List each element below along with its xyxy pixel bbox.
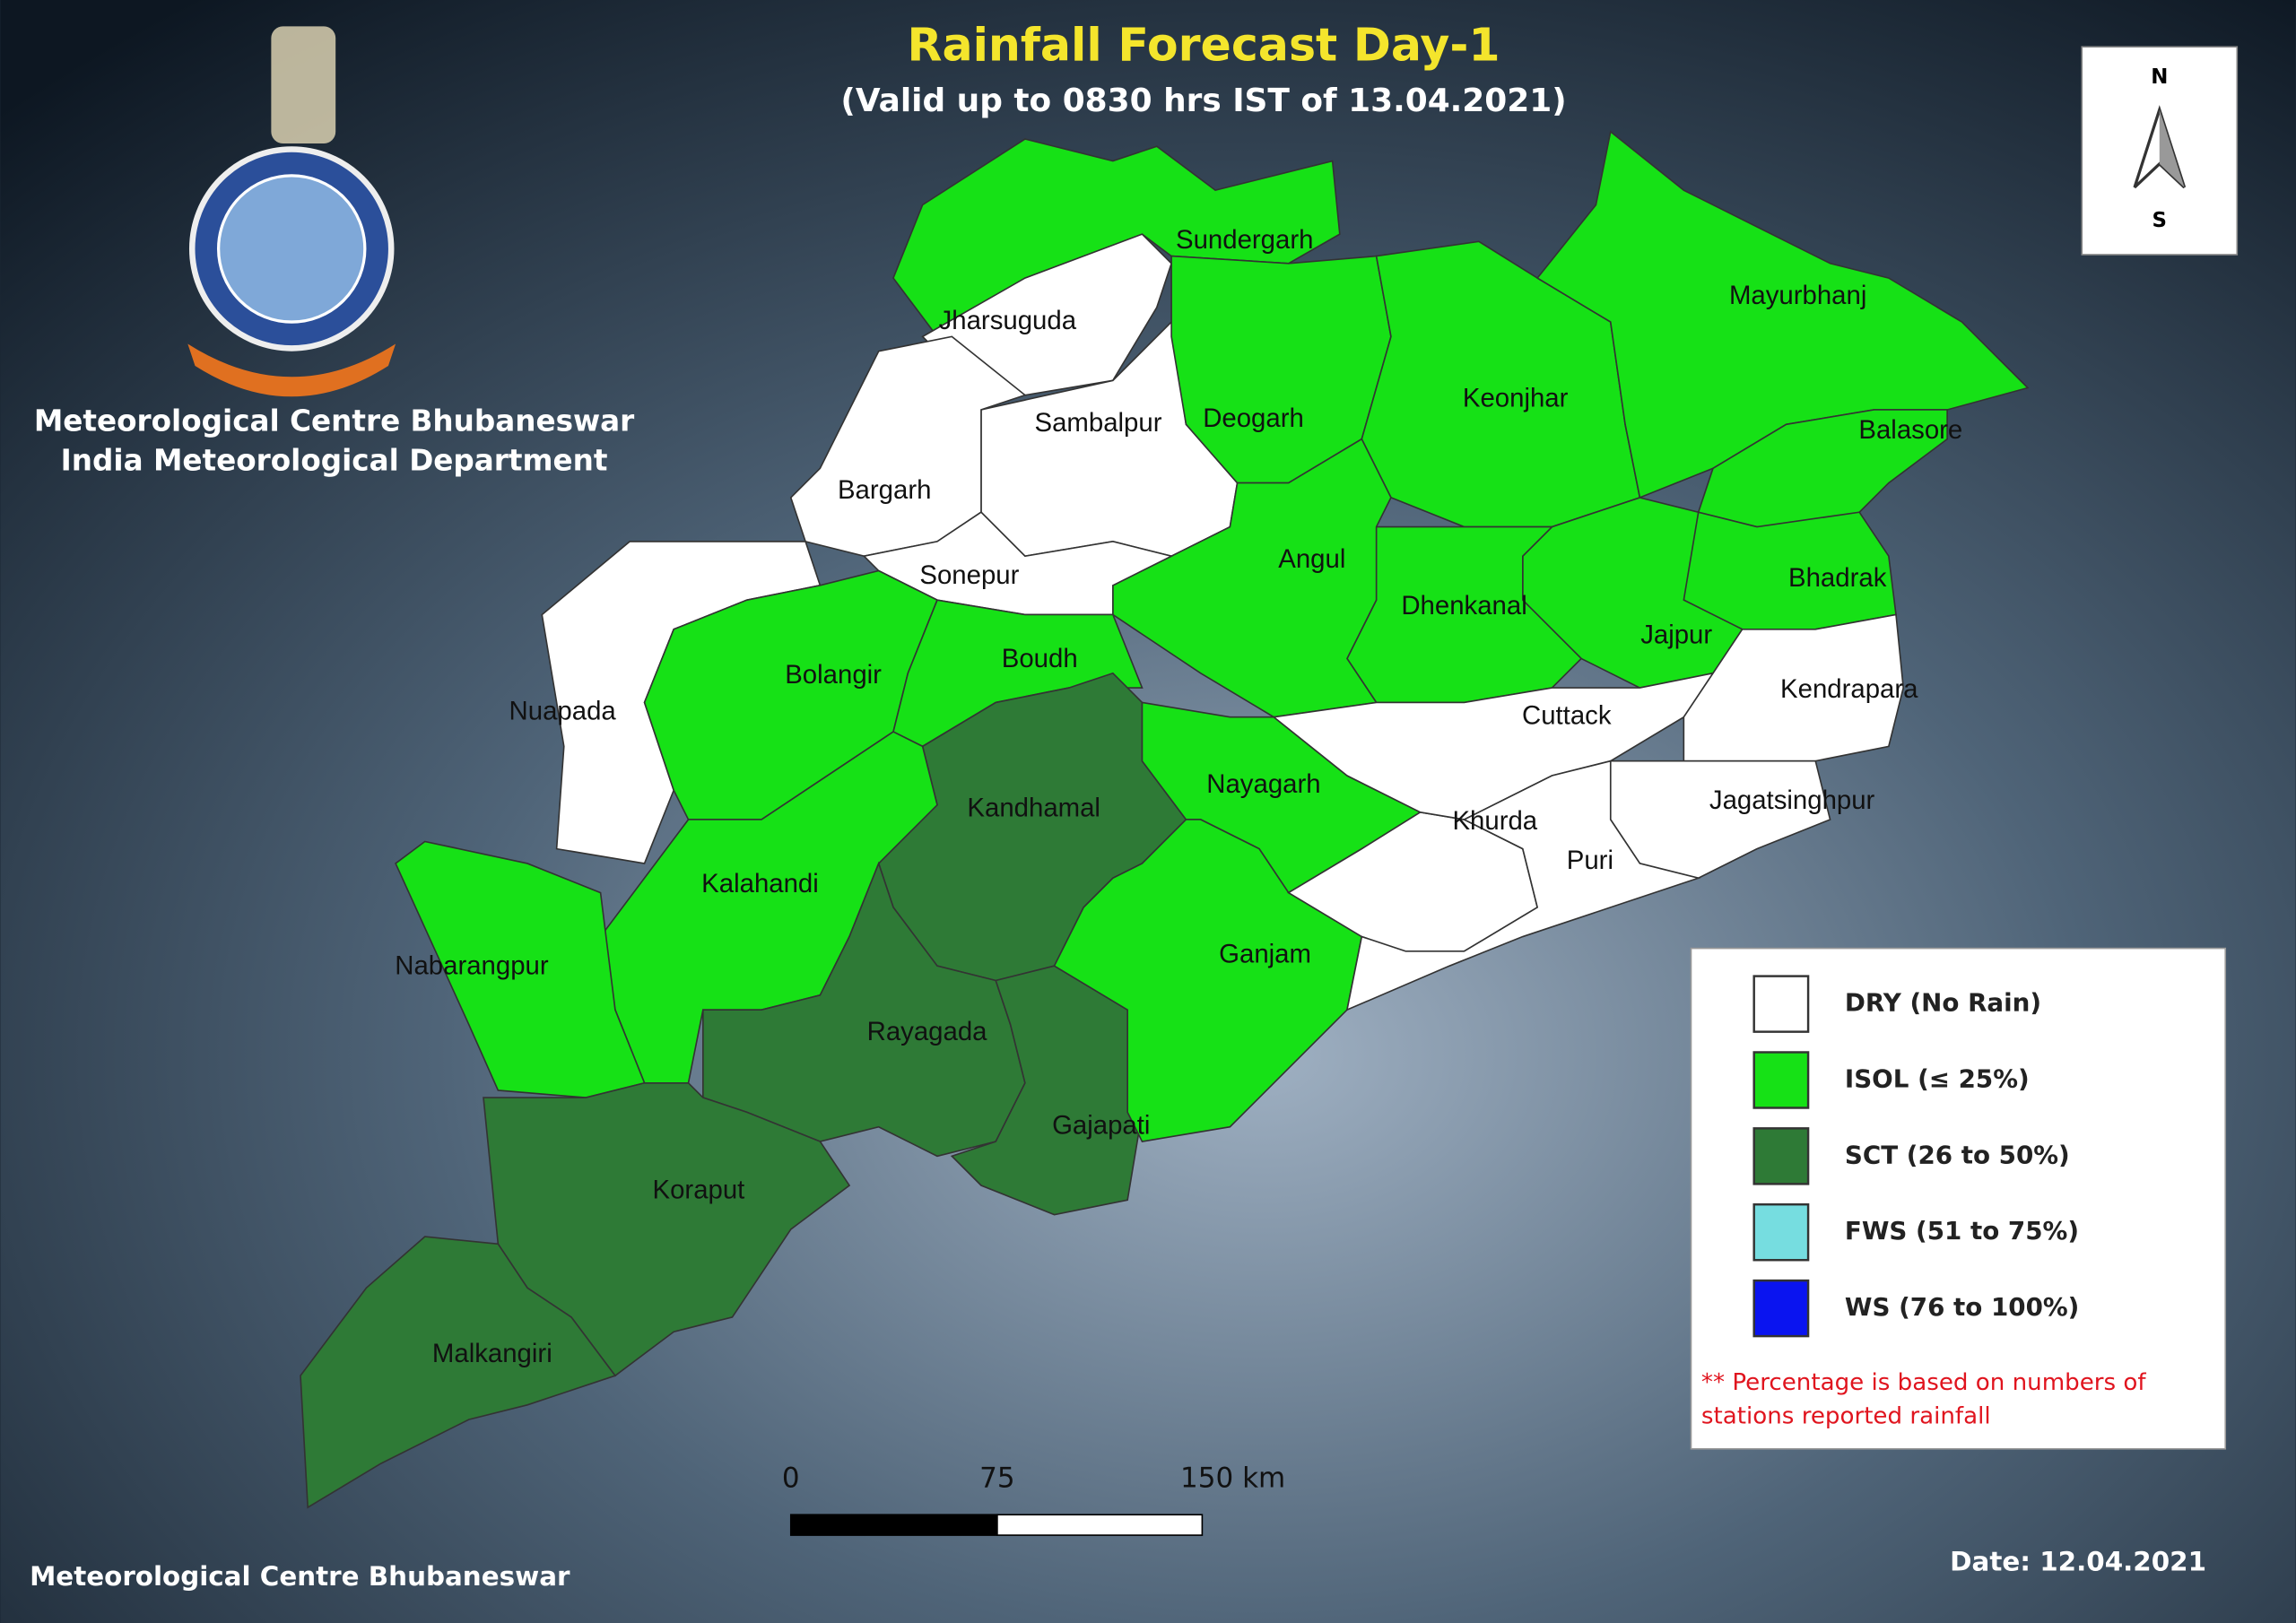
district-label: Gajapati xyxy=(1052,1110,1150,1140)
legend-note: stations reported rainfall xyxy=(1701,1402,1991,1429)
legend-label: FWS (51 to 75%) xyxy=(1845,1216,2079,1245)
district-label: Bhadrak xyxy=(1788,563,1887,593)
legend-swatch xyxy=(1752,1202,1810,1262)
north-label: N xyxy=(2151,65,2168,89)
district-label: Angul xyxy=(1278,544,1345,574)
scale-label: 150 km xyxy=(1180,1462,1285,1495)
north-arrow: N S xyxy=(2081,46,2239,256)
district-label: Balasore xyxy=(1858,415,1962,445)
legend-swatch xyxy=(1752,1127,1810,1185)
district-label: Boudh xyxy=(1002,644,1078,673)
district xyxy=(300,1236,617,1509)
district-label: Cuttack xyxy=(1522,700,1612,730)
title: Rainfall Forecast Day-1 xyxy=(907,18,1500,71)
district-label: Rayagada xyxy=(867,1017,988,1046)
district-label: Sundergarh xyxy=(1176,225,1313,255)
scale-label: 0 xyxy=(782,1462,800,1495)
emblem xyxy=(187,26,396,397)
district-label: Nayagarh xyxy=(1206,769,1320,799)
district-labels: Sundergarh Jharsuguda Sambalpur Deogarh Keon… xyxy=(395,225,1962,1368)
district xyxy=(1345,759,1701,1011)
district-label: Jagatsinghpur xyxy=(1709,785,1875,815)
district-label: Sambalpur xyxy=(1035,408,1162,438)
district xyxy=(395,840,646,1098)
footer-date: Date: 12.04.2021 xyxy=(1950,1547,2206,1577)
legend-swatch xyxy=(1752,1051,1810,1109)
district xyxy=(1683,613,1904,762)
org-name: Meteorological Centre Bhubaneswar xyxy=(34,404,634,438)
legend-swatch xyxy=(1752,975,1810,1033)
legend: DRY (No Rain) ISOL (≤ 25%) SCT (26 to 50%)… xyxy=(1690,947,2227,1450)
district-label: Kalahandi xyxy=(701,869,819,898)
district-label: Dhenkanal xyxy=(1401,591,1526,621)
district-label: Jajpur xyxy=(1640,621,1712,650)
legend-label: SCT (26 to 50%) xyxy=(1845,1140,2070,1169)
district-label: Bargarh xyxy=(838,475,931,505)
district-label: Kandhamal xyxy=(967,793,1100,822)
legend-swatch xyxy=(1752,1279,1810,1338)
district-label: Nabarangpur xyxy=(395,951,549,981)
org-department: India Meteorological Department xyxy=(61,444,608,478)
district-label: Khurda xyxy=(1452,806,1537,836)
legend-label: DRY (No Rain) xyxy=(1845,988,2041,1018)
district-label: Sonepur xyxy=(919,560,1019,590)
district-label: Keonjhar xyxy=(1463,383,1569,412)
district-label: Puri xyxy=(1567,846,1613,875)
subtitle: (Valid up to 0830 hrs IST of 13.04.2021) xyxy=(840,82,1566,119)
districts xyxy=(300,130,2030,1509)
scale-bar: 0 75 150 km xyxy=(782,1462,1285,1536)
district-label: Deogarh xyxy=(1203,404,1304,433)
district-label: Ganjam xyxy=(1219,940,1311,969)
district-label: Koraput xyxy=(653,1175,745,1204)
district-label: Bolangir xyxy=(785,660,882,690)
footer-org: Meteorological Centre Bhubaneswar xyxy=(30,1561,570,1592)
legend-note: ** Percentage is based on numbers of xyxy=(1701,1369,2146,1396)
legend-label: WS (76 to 100%) xyxy=(1845,1292,2079,1322)
district xyxy=(1535,130,2030,499)
south-label: S xyxy=(2152,209,2167,232)
legend-label: ISOL (≤ 25%) xyxy=(1845,1063,2030,1093)
district-label: Mayurbhanj xyxy=(1729,281,1866,310)
district-label: Malkangiri xyxy=(432,1339,552,1368)
district-label: Nuapada xyxy=(509,697,617,726)
district-label: Kendrapara xyxy=(1780,674,1918,704)
district-label: Jharsuguda xyxy=(939,306,1077,335)
scale-label: 75 xyxy=(979,1462,1014,1495)
